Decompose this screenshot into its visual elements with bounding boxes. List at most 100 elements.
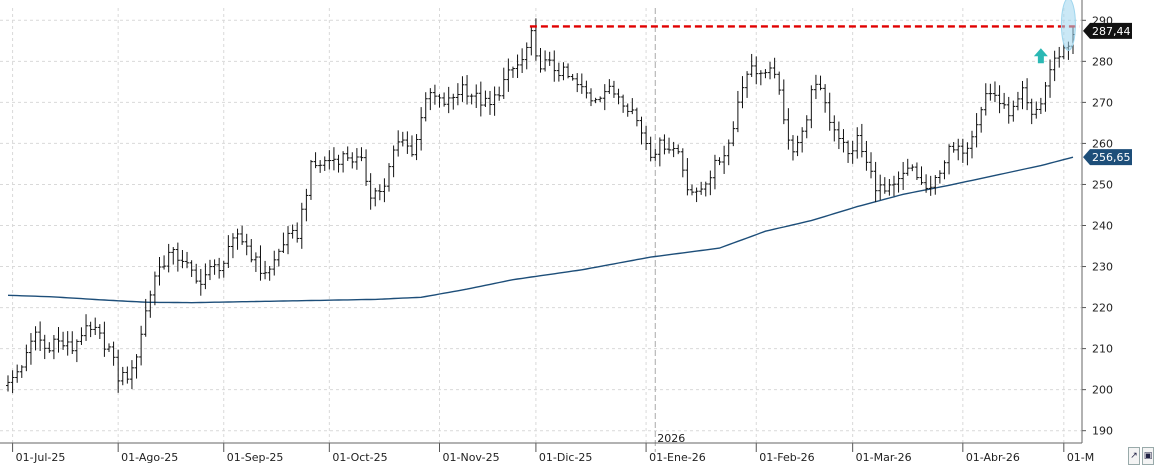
ohlc-bar — [28, 333, 33, 365]
ohlc-bar — [809, 85, 814, 129]
ohlc-bar — [70, 331, 75, 354]
ohlc-bar — [396, 130, 401, 157]
ohlc-bar — [267, 265, 272, 281]
svg-text:287,44: 287,44 — [1092, 25, 1131, 38]
ohlc-bar — [648, 136, 653, 162]
ohlc-bar — [1057, 46, 1062, 68]
ohlc-bar — [171, 247, 176, 265]
ohlc-bar — [942, 160, 947, 180]
ohlc-bar — [221, 260, 226, 278]
ohlc-bar — [331, 147, 336, 171]
ohlc-bar — [15, 364, 20, 383]
ohlc-bar — [804, 115, 809, 139]
ohlc-bar — [924, 174, 929, 193]
ohlc-bar — [492, 86, 497, 116]
cursor-button[interactable]: ↗ — [1128, 447, 1140, 465]
ohlc-bar — [951, 142, 956, 153]
ohlc-bar — [501, 67, 506, 99]
ohlc-bar — [855, 127, 860, 159]
save-icon: ▣ — [1143, 451, 1153, 461]
ohlc-bar — [970, 130, 975, 159]
ohlc-bar — [575, 73, 580, 93]
ohlc-bar — [928, 175, 933, 196]
ohlc-bar — [295, 222, 300, 243]
ohlc-bar — [841, 129, 846, 153]
ohlc-bar — [111, 341, 116, 366]
ohlc-bar — [244, 233, 249, 256]
ohlc-bar — [290, 224, 295, 239]
ohlc-bar — [685, 158, 690, 196]
ohlc-bar — [391, 145, 396, 178]
x-tick-label: 01-Nov-25 — [443, 451, 500, 464]
ohlc-bar — [965, 142, 970, 166]
ohlc-bar — [529, 27, 534, 56]
ohlc-bar — [51, 335, 56, 360]
moving-average-line — [7, 156, 1074, 304]
ohlc-bar — [657, 137, 662, 167]
ohlc-bar — [997, 85, 1002, 114]
ohlc-bar — [910, 164, 915, 172]
ohlc-bar — [483, 90, 488, 108]
ohlc-bar — [745, 71, 750, 98]
ohlc-bar — [790, 135, 795, 161]
ohlc-bar — [543, 50, 548, 72]
cursor-icon: ↗ — [1130, 451, 1138, 461]
ohlc-bar — [322, 156, 327, 171]
ohlc-bar — [630, 98, 635, 115]
ohlc-bar — [377, 184, 382, 201]
ohlc-bar — [818, 75, 823, 91]
x-tick-label: 01-Sep-25 — [227, 451, 284, 464]
ohlc-bar — [800, 127, 805, 153]
ohlc-bar — [364, 149, 369, 186]
ohlc-bar — [428, 88, 433, 111]
ohlc-bar — [42, 334, 47, 360]
ohlc-bar — [579, 73, 584, 94]
year-label: 2026 — [657, 432, 685, 445]
ohlc-bar — [914, 162, 919, 180]
ohlc-bar — [442, 92, 447, 107]
ohlc-bar — [93, 317, 98, 336]
ohlc-bar — [56, 327, 61, 353]
ohlc-bar — [198, 268, 203, 296]
ohlc-bar — [933, 175, 938, 195]
ohlc-bar — [157, 256, 162, 286]
ohlc-bar — [538, 47, 543, 73]
ohlc-bar — [593, 97, 598, 104]
ohlc-bar — [258, 245, 263, 281]
chart-toolbar: ↗ ▣ — [1128, 447, 1154, 467]
ohlc-bar — [960, 138, 965, 163]
y-tick-label: 240 — [1092, 220, 1113, 233]
save-button[interactable]: ▣ — [1142, 447, 1154, 465]
ohlc-bar — [97, 324, 102, 340]
ohlc-bar — [878, 174, 883, 200]
ohlc-bar — [308, 159, 313, 200]
ohlc-bar — [611, 80, 616, 98]
ohlc-bar — [359, 147, 364, 162]
ohlc-bar — [680, 148, 685, 178]
ohlc-bar — [336, 154, 341, 173]
ohlc-bar — [873, 161, 878, 203]
ohlc-bar — [992, 81, 997, 103]
ohlc-bar — [74, 339, 79, 363]
ohlc-bar — [740, 76, 745, 109]
ohlc-bar — [777, 71, 782, 95]
ohlc-bar — [947, 144, 952, 175]
y-tick-label: 190 — [1092, 425, 1113, 438]
ohlc-bar — [1025, 78, 1030, 111]
ohlc-bar — [763, 69, 768, 79]
ohlc-bar — [61, 331, 66, 350]
ohlc-bar — [263, 260, 268, 280]
ohlc-bar — [1029, 98, 1034, 125]
ohlc-bar — [313, 152, 318, 169]
ohlc-bar — [465, 75, 470, 105]
ohlc-bar — [634, 107, 639, 127]
ohlc-bar — [88, 321, 93, 338]
ohlc-bar — [846, 140, 851, 163]
ohlc-bar — [19, 365, 24, 378]
ohlc-bar — [166, 243, 171, 273]
ohlc-bar — [1034, 101, 1039, 119]
ohlc-bar — [905, 158, 910, 176]
ohlc-bar — [667, 137, 672, 154]
ohlc-bar — [419, 107, 424, 151]
